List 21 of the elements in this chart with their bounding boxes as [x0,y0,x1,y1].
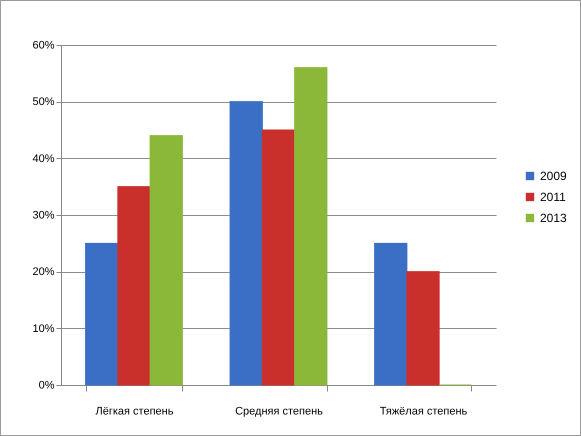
legend-label: 2013 [540,211,568,225]
legend-label: 2009 [540,169,568,183]
bar [150,135,183,386]
y-tick-label: 30% [32,210,55,222]
y-tick-label: 60% [32,40,55,52]
bar [406,271,440,386]
bar [262,130,296,386]
bar [374,242,408,386]
legend-label: 2011 [540,190,566,204]
x-tick-label: Лёгкая степень [96,406,174,418]
y-tick-label: 0% [38,380,55,392]
y-tick-label: 10% [32,322,55,335]
x-tick-label: Тяжёлая степень [380,406,468,418]
x-tick-label: Средняя степень [235,406,324,418]
y-tick-label: 20% [32,266,55,278]
bar [85,242,118,386]
y-tick-label: 40% [32,152,55,165]
bar [117,186,151,386]
bar [230,101,263,386]
y-tick-label: 50% [32,96,55,108]
bar [294,67,328,386]
